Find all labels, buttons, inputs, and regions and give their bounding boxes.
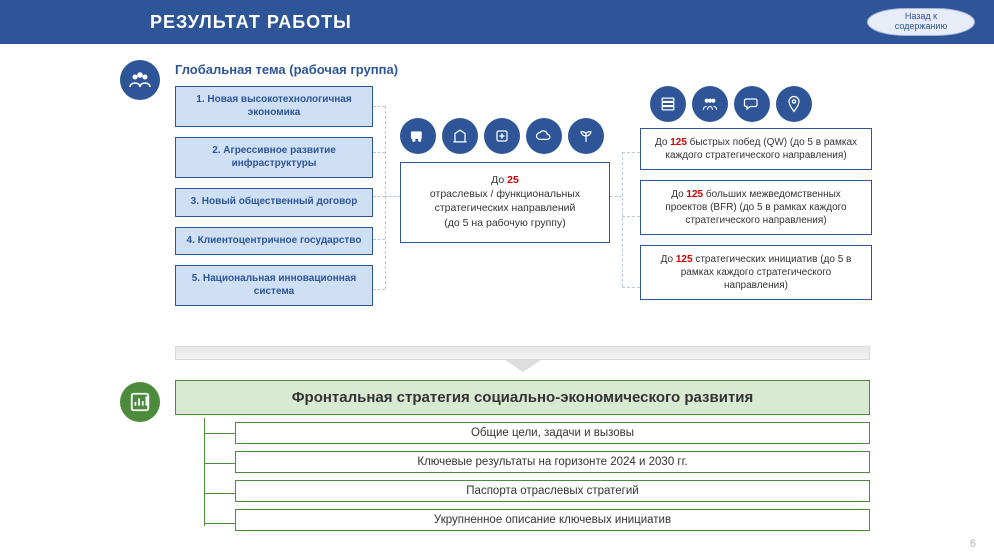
transport-icon (400, 118, 436, 154)
mid-num: 25 (507, 174, 519, 186)
connector (622, 152, 623, 287)
connector (622, 216, 640, 217)
mid-icon-row (400, 118, 604, 154)
health-icon (484, 118, 520, 154)
tree-connector-h (204, 463, 235, 464)
right-item-2: До 125 больших межведомственных проектов… (640, 180, 872, 235)
connector (373, 106, 385, 107)
content-area: Глобальная тема (рабочая группа) 1. Нова… (0, 44, 994, 556)
blue-item-2: 2. Агрессивное развитие инфраструктуры (175, 137, 373, 178)
tree-connector-h (204, 523, 235, 524)
blue-item-5: 5. Национальная инновационная система (175, 265, 373, 306)
mid-line2: стратегических направлений (409, 201, 601, 215)
down-arrow (175, 346, 870, 374)
group-icon (120, 60, 160, 100)
chat-icon (734, 86, 770, 122)
tree-connector-h (204, 493, 235, 494)
connector (373, 152, 385, 153)
page-title: РЕЗУЛЬТАТ РАБОТЫ (150, 12, 352, 33)
green-sub-list: Общие цели, задачи и вызовы Ключевые рез… (235, 422, 870, 531)
right-item-3: До 125 стратегических инициатив (до 5 в … (640, 245, 872, 300)
connector (622, 287, 640, 288)
blue-item-4: 4. Клиентоцентричное государство (175, 227, 373, 256)
plant-icon (568, 118, 604, 154)
back-to-contents-button[interactable]: Назад к содержанию (866, 7, 976, 37)
blue-item-3: 3. Новый общественный договор (175, 188, 373, 217)
tree-connector-h (204, 433, 235, 434)
connector (610, 196, 622, 197)
location-icon (776, 86, 812, 122)
blue-theme-list: 1. Новая высокотехнологичная экономика 2… (175, 86, 373, 306)
connector (373, 289, 385, 290)
back-line2: содержанию (895, 22, 947, 32)
right-item-1: До 125 быстрых побед (QW) (до 5 в рамках… (640, 128, 872, 170)
connector (373, 239, 385, 240)
chart-icon (120, 382, 160, 422)
green-sub-2: Ключевые результаты на горизонте 2024 и … (235, 451, 870, 473)
people-icon (692, 86, 728, 122)
green-sub-3: Паспорта отраслевых стратегий (235, 480, 870, 502)
header-bar: РЕЗУЛЬТАТ РАБОТЫ Назад к содержанию (0, 0, 994, 44)
connector (622, 152, 640, 153)
connector (373, 196, 385, 197)
right-icon-row (650, 86, 812, 122)
construction-icon (442, 118, 478, 154)
green-sub-4: Укрупненное описание ключевых инициатив (235, 509, 870, 531)
mid-line3: (до 5 на рабочую группу) (409, 216, 601, 230)
connector (385, 196, 400, 197)
cloud-icon (526, 118, 562, 154)
connector (385, 106, 386, 289)
green-sub-1: Общие цели, задачи и вызовы (235, 422, 870, 444)
blue-item-1: 1. Новая высокотехнологичная экономика (175, 86, 373, 127)
servers-icon (650, 86, 686, 122)
tree-connector-v (204, 418, 205, 526)
page-number: 6 (970, 538, 976, 550)
mid-pre: До (491, 174, 507, 186)
green-strategy-title: Фронтальная стратегия социально-экономич… (175, 380, 870, 415)
mid-directions-box: До 25 отраслевых / функциональных страте… (400, 162, 610, 243)
mid-line1: отраслевых / функциональных (409, 187, 601, 201)
right-results-list: До 125 быстрых побед (QW) (до 5 в рамках… (640, 128, 872, 300)
subtitle: Глобальная тема (рабочая группа) (175, 62, 398, 77)
